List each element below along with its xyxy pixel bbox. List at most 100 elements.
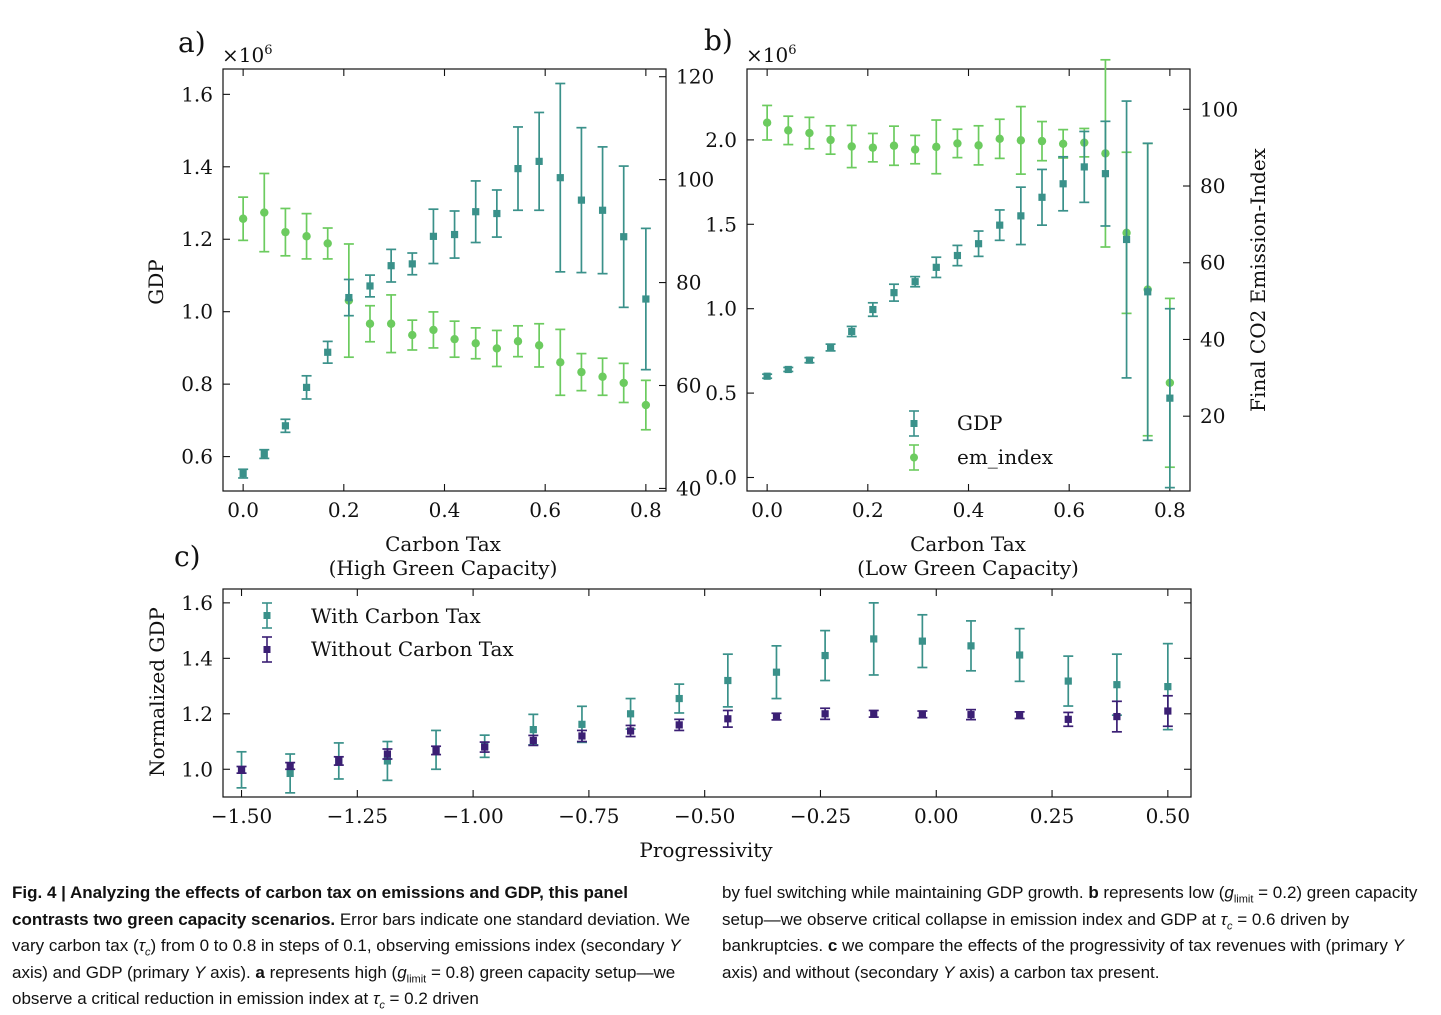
- caption-g: g: [1224, 883, 1234, 902]
- panel-a-ylabel: GDP: [144, 259, 168, 304]
- with-carbon-tax-point: [675, 694, 683, 703]
- without-carbon-tax-point: [967, 711, 975, 719]
- gdp-point: [260, 450, 268, 458]
- em-index-point: [534, 341, 544, 350]
- panel-a-multiplier: ×106: [222, 43, 273, 67]
- without-carbon-tax-point: [1016, 711, 1024, 719]
- y2-tick-label: 80: [676, 271, 701, 295]
- with-carbon-tax-point: [529, 726, 537, 734]
- panel-b: b) ×106 0.0 0.2 0.4 0.6 0.8 0.0 0.5 1.0 1.5 2.0 20…: [704, 24, 1270, 580]
- em-index-point: [471, 339, 480, 348]
- gdp-point: [408, 260, 416, 268]
- without-carbon-tax-point: [918, 710, 926, 718]
- x-tick-label: −0.50: [674, 804, 735, 828]
- gdp-point: [556, 174, 564, 182]
- gdp-point: [1166, 394, 1174, 402]
- caption-tau-sub: c: [379, 999, 385, 1012]
- gdp-point: [387, 262, 395, 270]
- y-tick-label: 0.5: [705, 381, 737, 405]
- caption-left-column: Fig. 4 | Analyzing the effects of carbon…: [12, 880, 702, 1013]
- panel-c-legend: With Carbon Tax Without Carbon Tax: [262, 602, 514, 663]
- gdp-point: [514, 165, 522, 173]
- em-index-point: [868, 143, 878, 152]
- legend-emindex-marker: [909, 444, 919, 471]
- y-tick-label: 1.2: [181, 702, 213, 726]
- x-tick-label: −1.50: [211, 804, 272, 828]
- without-carbon-tax-point: [724, 715, 732, 723]
- gdp-point: [345, 293, 353, 302]
- without-carbon-tax-point: [1164, 707, 1172, 715]
- panel-c-xlabel: Progressivity: [639, 838, 773, 862]
- gdp-point: [577, 196, 586, 204]
- em-index-point: [386, 319, 396, 328]
- without-carbon-tax-point: [626, 727, 635, 735]
- gdp-point: [1059, 180, 1067, 188]
- with-carbon-tax-point: [772, 668, 781, 676]
- em-index-point: [238, 214, 248, 223]
- gdp-point: [281, 422, 290, 430]
- with-carbon-tax-point: [1016, 651, 1024, 659]
- em-index-point: [1058, 139, 1068, 149]
- caption-text: ) from 0 to 0.8 in steps of 0.1, observi…: [150, 936, 670, 955]
- gdp-point: [1144, 288, 1152, 296]
- panel-a-label: a): [178, 26, 206, 59]
- caption-text: axis) a carbon tax present.: [954, 962, 1160, 982]
- caption-right-column: by fuel switching while maintaining GDP …: [722, 880, 1422, 986]
- em-index-point: [260, 208, 269, 217]
- caption-tau: τ: [1220, 909, 1227, 929]
- em-index-point: [323, 239, 332, 248]
- legend-without-tax-marker: [262, 636, 272, 663]
- with-carbon-tax-point: [1113, 681, 1121, 689]
- y-tick-label: 0.0: [705, 465, 737, 489]
- caption-text: = 0.2 driven: [384, 989, 479, 1008]
- x-tick-label: 0.0: [227, 498, 259, 522]
- em-index-point: [598, 372, 607, 381]
- y-tick-label: 1.6: [181, 82, 213, 106]
- y-tick-label: 1.0: [181, 757, 213, 781]
- panel-b-legend: GDP em_index: [909, 410, 1054, 471]
- gdp-point: [429, 232, 438, 240]
- with-carbon-tax-point: [626, 710, 635, 718]
- caption-tau-sub: c: [144, 946, 151, 959]
- caption-title: Analyzing the effects of carbon tax on e…: [12, 883, 628, 929]
- caption-text: by fuel switching while maintaining GDP …: [722, 883, 1089, 902]
- gdp-point: [826, 343, 835, 352]
- em-index-point: [805, 128, 814, 138]
- gdp-point: [642, 295, 650, 303]
- without-carbon-tax-point: [821, 710, 829, 718]
- x-tick-label: 0.8: [1154, 498, 1186, 522]
- caption-text: axis) and without (secondary: [722, 962, 944, 982]
- panel-c: c) −1.50 −1.25 −1.00 −0.75 −0.50 −0.25 0.00 0.2…: [145, 540, 1192, 862]
- gdp-point: [620, 233, 628, 241]
- x-tick-label: 0.00: [914, 804, 959, 828]
- gdp-point: [472, 208, 480, 216]
- em-index-point: [847, 142, 856, 151]
- legend-gdp-label: GDP: [957, 411, 1002, 435]
- caption-fig-label: Fig. 4 |: [12, 883, 70, 902]
- em-index-point: [995, 134, 1004, 144]
- x-tick-label: 0.4: [429, 498, 461, 522]
- without-carbon-tax-point: [675, 721, 683, 729]
- legend-with-tax-marker: [262, 602, 272, 629]
- gdp-point: [932, 263, 940, 271]
- gdp-point: [805, 356, 814, 364]
- caption-g-sub: limit: [406, 972, 427, 985]
- panel-a-frame: [222, 68, 667, 492]
- x-tick-label: 0.2: [328, 498, 360, 522]
- em-index-point: [577, 367, 586, 377]
- gdp-point: [1017, 212, 1025, 220]
- y2-tick-label: 20: [1200, 404, 1225, 428]
- caption-text: represents high (: [264, 962, 398, 982]
- without-carbon-tax-point: [578, 732, 586, 740]
- gdp-point: [450, 230, 459, 239]
- legend-gdp-marker: [909, 410, 919, 437]
- legend-with-tax-label: With Carbon Tax: [311, 604, 481, 628]
- panel-c-frame: [222, 588, 1192, 798]
- x-tick-label: 0.50: [1146, 804, 1191, 828]
- y-tick-label: 0.8: [181, 372, 213, 396]
- em-index-point: [450, 334, 459, 344]
- caption-text: = 0.8) green capacity setup—we observe a…: [12, 962, 676, 1009]
- gdp-point: [535, 157, 543, 165]
- x-tick-label: −1.00: [442, 804, 503, 828]
- without-carbon-tax-point: [772, 712, 781, 721]
